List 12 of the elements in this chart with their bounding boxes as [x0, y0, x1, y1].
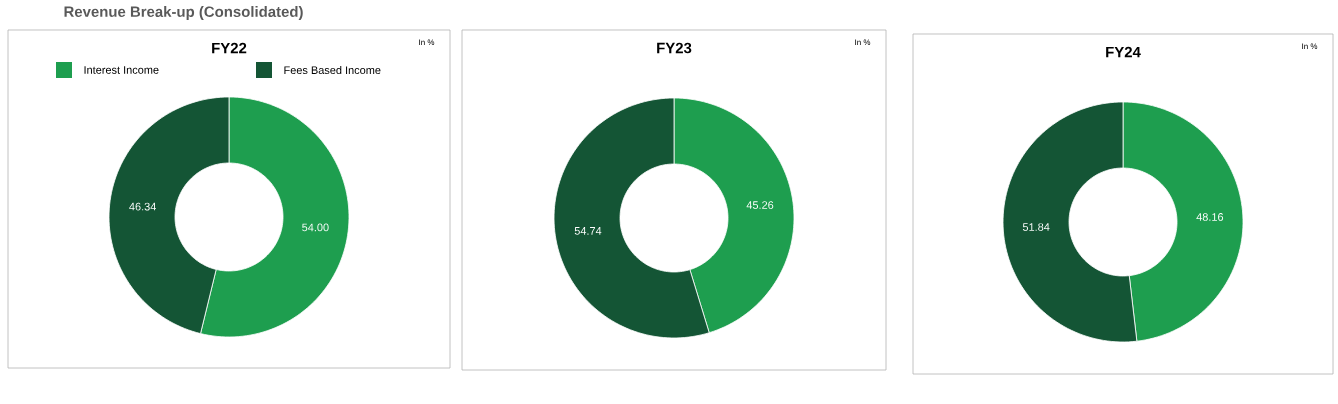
chart-title: FY23: [657, 42, 692, 54]
text: Revenue Break-up (Consolidated): [64, 6, 303, 20]
data-label: 45.26: [746, 201, 774, 209]
legend-label: Interest Income: [84, 66, 159, 74]
data-label: 54.74: [574, 227, 602, 235]
data-label: 46.34: [129, 202, 156, 211]
data-label: 48.16: [1196, 213, 1224, 221]
data-label: 51.84: [1022, 223, 1050, 231]
data-label: 54.00: [302, 223, 329, 232]
chart-title: FY24: [1106, 46, 1141, 58]
chart-title: FY22: [212, 42, 247, 54]
legend-label: Fees Based Income: [284, 65, 381, 75]
